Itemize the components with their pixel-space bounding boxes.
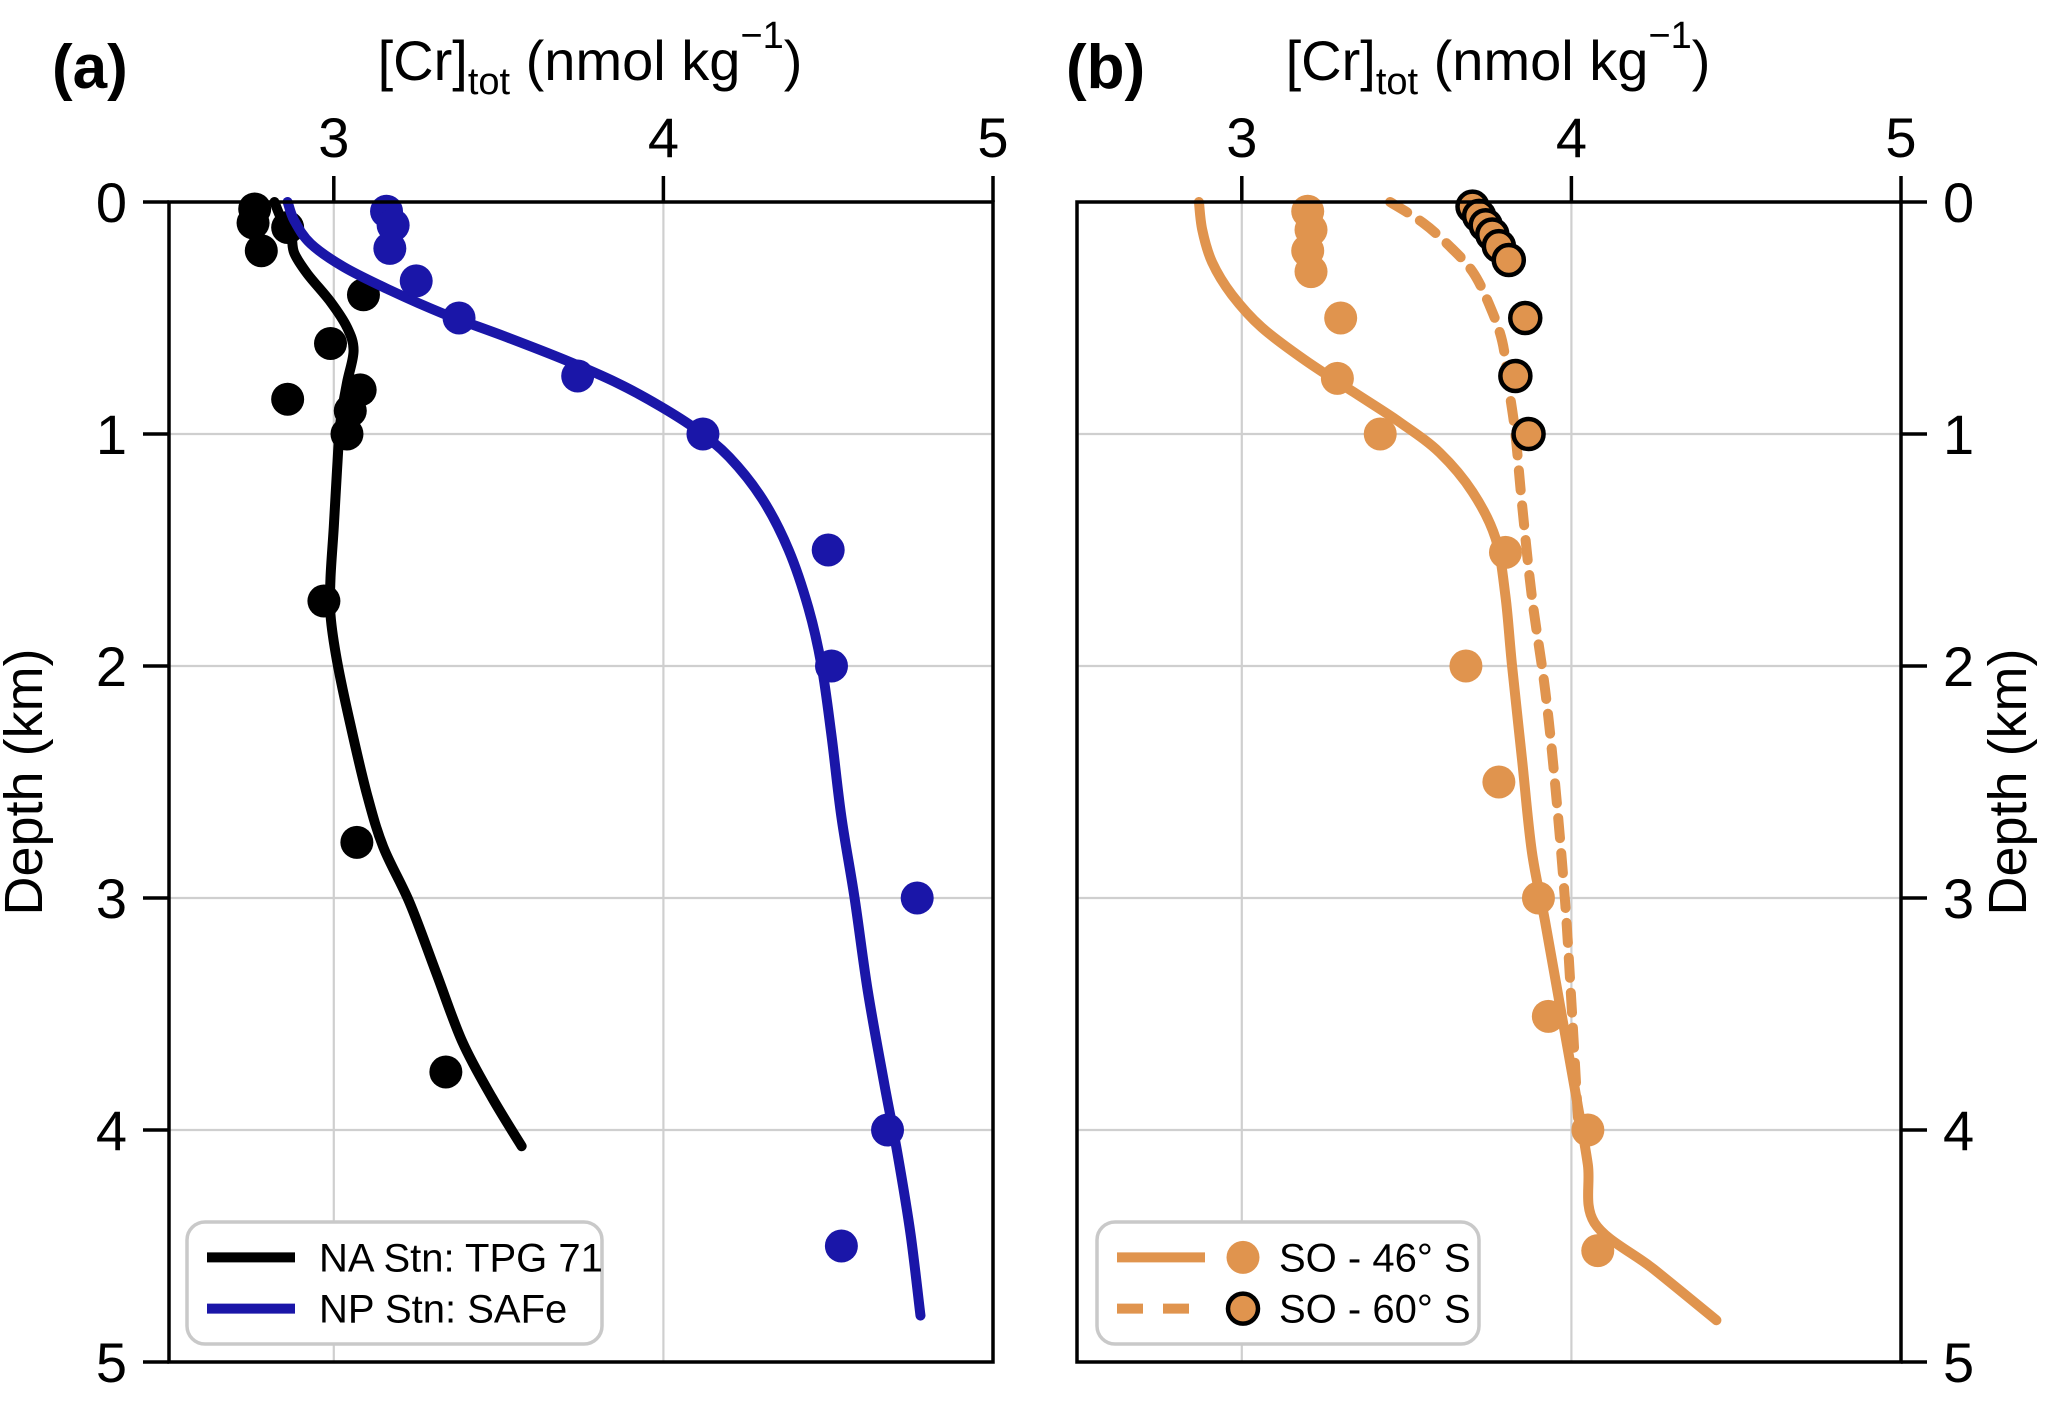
y-tick-label: 5 <box>96 1331 127 1394</box>
series-points-np-stn-safe <box>370 194 934 1263</box>
y-tick-label: 3 <box>96 867 127 930</box>
x-tick-label: 3 <box>1226 106 1257 169</box>
plot-spines <box>167 200 995 1364</box>
ylabel-a: Depth (km) <box>0 648 54 915</box>
data-point <box>1491 242 1527 278</box>
data-point <box>399 264 433 298</box>
y-tick-label: 1 <box>96 403 127 466</box>
data-point <box>1488 535 1522 569</box>
legend-label: NA Stn: TPG 71 <box>319 1236 603 1280</box>
data-point <box>307 584 341 618</box>
data-point <box>442 301 476 335</box>
x-tick-label: 3 <box>318 106 349 169</box>
y-tick-label: 4 <box>1943 1099 1974 1162</box>
legend-swatch-marker <box>1226 1240 1260 1274</box>
data-point <box>1498 358 1533 394</box>
data-point <box>1320 361 1354 395</box>
data-point <box>1294 255 1328 289</box>
data-point <box>1324 301 1358 335</box>
data-point <box>1511 416 1546 452</box>
x-tick-label: 4 <box>648 106 679 169</box>
data-point <box>1482 765 1516 799</box>
panel-label-a: (a) <box>52 33 128 102</box>
y-tick-label: 3 <box>1943 867 1974 930</box>
data-point <box>824 1229 858 1263</box>
series-line-so-60-s <box>1385 197 1583 1124</box>
data-point <box>330 417 364 451</box>
y-tick-label: 2 <box>1943 635 1974 698</box>
y-tick-label: 0 <box>96 171 127 234</box>
data-point <box>1521 881 1555 915</box>
series-points-so-60-s <box>1455 189 1546 452</box>
data-point <box>340 825 374 859</box>
data-point <box>686 417 720 451</box>
data-point <box>244 234 278 268</box>
legend-label: NP Stn: SAFe <box>319 1288 567 1332</box>
ylabel-b: Depth (km) <box>1978 648 2038 915</box>
panel-label-b: (b) <box>1066 33 1145 102</box>
data-point <box>871 1113 905 1147</box>
plot-spines <box>1075 200 1903 1364</box>
data-point <box>1531 999 1565 1033</box>
series-line-so-46-s <box>1193 197 1722 1326</box>
x-tick-label: 5 <box>977 106 1008 169</box>
series-points-so-46-s <box>1291 194 1615 1268</box>
x-tick-label: 5 <box>1885 106 1916 169</box>
data-point <box>373 231 407 265</box>
y-tick-label: 4 <box>96 1099 127 1162</box>
data-point <box>814 649 848 683</box>
legend-label: SO - 46° S <box>1279 1236 1471 1280</box>
y-tick-label: 5 <box>1943 1331 1974 1394</box>
data-point <box>314 327 348 361</box>
data-point <box>561 359 595 393</box>
y-tick-label: 1 <box>1943 403 1974 466</box>
data-point <box>1363 417 1397 451</box>
legend-label: SO - 60° S <box>1279 1288 1471 1332</box>
data-point <box>1581 1234 1615 1268</box>
series-line-np-stn-safe <box>282 197 926 1321</box>
axis-title-b: [Cr]tot (nmol kg−1) <box>1286 15 1711 103</box>
data-point <box>900 881 934 915</box>
data-point <box>811 533 845 567</box>
x-tick-label: 4 <box>1556 106 1587 169</box>
data-point <box>429 1055 463 1089</box>
y-tick-label: 2 <box>96 635 127 698</box>
data-point <box>271 382 305 416</box>
legend-swatch-marker <box>1225 1291 1261 1326</box>
panel-a: 3 4 5 0 1 2 3 4 5 [Cr]tot (nmol kg−1) (a) Depth (km… <box>0 15 1009 1394</box>
data-point <box>236 206 270 240</box>
data-point <box>1449 649 1483 683</box>
series-line-na-stn-tpg-71 <box>269 197 527 1152</box>
data-point <box>1508 300 1543 336</box>
y-tick-label: 0 <box>1943 171 1974 234</box>
axis-title-a: [Cr]tot (nmol kg−1) <box>378 15 803 103</box>
